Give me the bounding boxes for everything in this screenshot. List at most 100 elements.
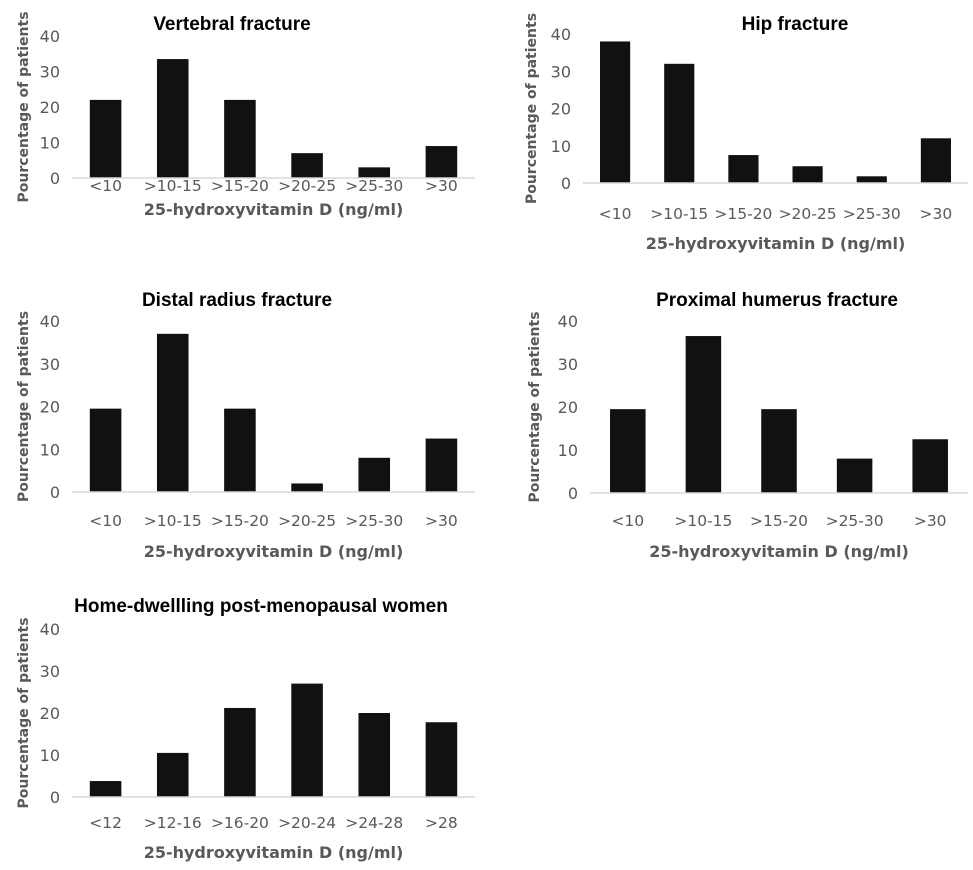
bar-3 xyxy=(291,483,323,492)
bar-2 xyxy=(761,409,797,493)
y-tick-label: 40 xyxy=(551,25,571,44)
x-axis-label: 25-hydroxyvitamin D (ng/ml) xyxy=(646,234,906,253)
x-axis-label: 25-hydroxyvitamin D (ng/ml) xyxy=(144,542,404,561)
chart-title: Home-dwellling post-menopausal women xyxy=(74,596,448,617)
x-tick-label: >15-20 xyxy=(211,177,269,195)
x-tick-label: >10-15 xyxy=(674,512,732,530)
x-tick-label: >20-25 xyxy=(278,177,336,195)
y-tick-label: 30 xyxy=(40,63,60,82)
x-tick-label: >24-28 xyxy=(345,814,403,832)
bar-1 xyxy=(685,336,722,493)
y-axis-label: Pourcentage of patients xyxy=(16,617,32,808)
bar-1 xyxy=(156,59,189,179)
x-tick-label: >10-15 xyxy=(650,205,708,223)
chart-hip-fracture: Hip fracture 0 10 20 30 40 <10 >10-15 >15-20 >20-… xyxy=(524,13,968,253)
y-axis-label: Pourcentage of patients xyxy=(527,311,543,502)
chart-distal-radius-fracture: Distal radius fracture 0 10 20 30 40 <10 >10-15… xyxy=(16,290,475,561)
x-tick-label: >12-16 xyxy=(144,814,202,832)
x-tick-label: >30 xyxy=(425,177,458,195)
x-tick-label: <10 xyxy=(89,177,122,195)
y-tick-label: 10 xyxy=(40,746,60,765)
x-tick-label: >10-15 xyxy=(144,512,202,530)
bar-3 xyxy=(792,166,823,183)
x-tick-label: >30 xyxy=(920,205,953,223)
chart-title: Vertebral fracture xyxy=(153,14,310,35)
x-tick-label: >16-20 xyxy=(211,814,269,832)
x-tick-label: >30 xyxy=(914,512,947,530)
bar-1 xyxy=(664,63,695,183)
y-tick-label: 20 xyxy=(558,398,578,417)
x-axis-label: 25-hydroxyvitamin D (ng/ml) xyxy=(144,843,404,862)
bar-3 xyxy=(836,458,873,493)
bar-2 xyxy=(224,99,256,178)
y-tick-label: 30 xyxy=(551,62,571,81)
x-tick-label: >25-30 xyxy=(345,512,403,530)
y-tick-label: 40 xyxy=(40,312,60,331)
bar-1 xyxy=(156,752,189,797)
x-tick-label: >15-20 xyxy=(750,512,808,530)
y-tick-label: 20 xyxy=(40,704,60,723)
bar-5 xyxy=(425,722,458,797)
y-tick-label: 10 xyxy=(551,137,571,156)
bar-4 xyxy=(358,167,391,178)
bar-2 xyxy=(224,408,256,492)
bar-0 xyxy=(89,99,122,178)
x-tick-label: >20-24 xyxy=(278,814,336,832)
chart-title: Hip fracture xyxy=(742,14,849,35)
bar-4 xyxy=(358,457,391,492)
x-tick-label: >20-25 xyxy=(779,205,837,223)
y-tick-label: 20 xyxy=(551,100,571,119)
y-tick-label: 10 xyxy=(40,134,60,153)
x-tick-label: >25-30 xyxy=(826,512,884,530)
x-axis-label: 25-hydroxyvitamin D (ng/ml) xyxy=(649,542,909,561)
x-tick-label: >15-20 xyxy=(714,205,772,223)
y-tick-label: 30 xyxy=(40,662,60,681)
bar-2 xyxy=(224,707,256,797)
bar-0 xyxy=(89,408,122,492)
bar-0 xyxy=(89,781,122,797)
y-tick-label: 30 xyxy=(40,355,60,374)
y-tick-label: 0 xyxy=(50,788,60,807)
y-tick-label: 40 xyxy=(40,620,60,639)
bar-4 xyxy=(912,439,948,493)
y-tick-label: 40 xyxy=(40,27,60,46)
y-tick-label: 0 xyxy=(568,484,578,503)
x-axis-label: 25-hydroxyvitamin D (ng/ml) xyxy=(144,200,404,219)
y-axis-label: Pourcentage of patients xyxy=(16,11,32,202)
y-tick-label: 20 xyxy=(40,98,60,117)
y-axis-label: Pourcentage of patients xyxy=(524,13,540,204)
bar-5 xyxy=(425,438,458,492)
bar-5 xyxy=(425,146,458,178)
y-tick-label: 30 xyxy=(558,355,578,374)
chart-title: Proximal humerus fracture xyxy=(656,290,898,311)
y-tick-label: 0 xyxy=(50,483,60,502)
y-tick-label: 0 xyxy=(561,174,571,193)
chart-proximal-humerus-fracture: Proximal humerus fracture 0 10 20 30 40 <10 >10… xyxy=(527,290,968,561)
bar-1 xyxy=(156,333,189,492)
bar-0 xyxy=(610,409,646,493)
chart-title: Distal radius fracture xyxy=(142,290,332,311)
x-tick-label: <10 xyxy=(611,512,644,530)
chart-vertebral-fracture: Vertebral fracture 0 10 20 30 40 <10 >10-15 >15-… xyxy=(16,11,475,219)
x-tick-label: >10-15 xyxy=(144,177,202,195)
y-tick-label: 10 xyxy=(40,440,60,459)
x-tick-label: >28 xyxy=(425,814,458,832)
y-tick-label: 20 xyxy=(40,398,60,417)
x-tick-label: >15-20 xyxy=(211,512,269,530)
x-tick-label: <12 xyxy=(89,814,122,832)
x-tick-label: >20-25 xyxy=(278,512,336,530)
x-tick-label: >25-30 xyxy=(843,205,901,223)
x-tick-label: <10 xyxy=(599,205,632,223)
bar-2 xyxy=(728,155,759,183)
y-axis-label: Pourcentage of patients xyxy=(16,311,32,502)
y-tick-label: 40 xyxy=(558,312,578,331)
x-tick-label: >25-30 xyxy=(345,177,403,195)
y-tick-label: 0 xyxy=(50,169,60,188)
x-tick-label: <10 xyxy=(89,512,122,530)
bar-3 xyxy=(291,683,323,797)
bar-5 xyxy=(920,138,951,183)
bar-3 xyxy=(291,153,323,178)
y-tick-label: 10 xyxy=(558,441,578,460)
bar-4 xyxy=(856,176,887,183)
